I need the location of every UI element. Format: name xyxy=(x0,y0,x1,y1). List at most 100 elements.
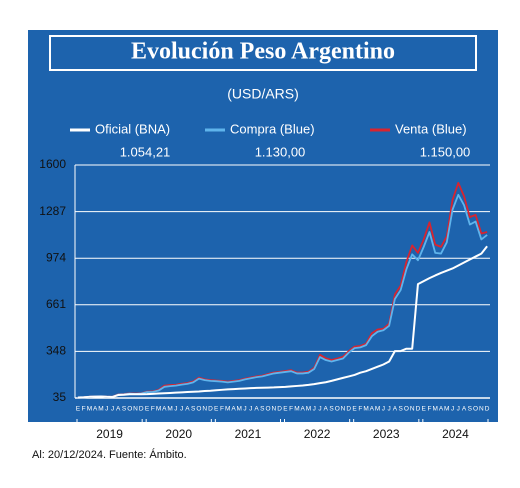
x-tick-label: M xyxy=(375,406,380,413)
latest-value: 1.054,21 xyxy=(120,144,171,159)
x-tick-label: F xyxy=(289,406,293,413)
x-tick-label: E xyxy=(145,406,150,413)
y-tick-label: 348 xyxy=(46,344,66,358)
x-tick-label: O xyxy=(266,406,271,413)
x-tick-label: F xyxy=(358,406,362,413)
x-tick-label: M xyxy=(98,406,103,413)
x-tick-label: E xyxy=(352,406,357,413)
x-tick-label: J xyxy=(243,406,246,413)
x-tick-label: M xyxy=(167,406,172,413)
x-tick-label: J xyxy=(382,406,385,413)
y-tick-label: 1600 xyxy=(39,157,66,171)
year-bracket xyxy=(353,419,420,425)
subtitle: (USD/ARS) xyxy=(227,86,299,102)
title-box xyxy=(49,35,477,71)
latest-value: 1.130,00 xyxy=(255,144,306,159)
y-tick-label: 661 xyxy=(46,297,66,311)
legend-label: Compra (Blue) xyxy=(230,121,315,136)
x-tick-label: A xyxy=(462,406,467,413)
legend-label: Venta (Blue) xyxy=(395,121,467,136)
series-line xyxy=(77,245,488,399)
year-bracket xyxy=(145,419,212,425)
year-label: 2020 xyxy=(165,427,192,441)
x-tick-label: A xyxy=(116,406,121,413)
x-tick-label: M xyxy=(444,406,449,413)
x-tick-label: M xyxy=(237,406,242,413)
year-label: 2024 xyxy=(442,427,469,441)
x-tick-label: J xyxy=(318,406,321,413)
y-tick-label: 1287 xyxy=(39,204,66,218)
x-tick-label: F xyxy=(151,406,155,413)
x-tick-label: E xyxy=(214,406,219,413)
x-tick-label: S xyxy=(260,406,265,413)
x-tick-label: J xyxy=(451,406,454,413)
x-tick-label: F xyxy=(220,406,224,413)
year-bracket xyxy=(76,419,143,425)
x-tick-label: N xyxy=(133,406,138,413)
x-tick-label: O xyxy=(127,406,132,413)
x-tick-label: J xyxy=(457,406,460,413)
x-tick-label: O xyxy=(335,406,340,413)
x-tick-label: S xyxy=(329,406,334,413)
year-bracket xyxy=(214,419,281,425)
x-tick-label: J xyxy=(388,406,391,413)
x-tick-label: S xyxy=(398,406,403,413)
x-tick-label: A xyxy=(185,406,190,413)
year-label: 2019 xyxy=(96,427,123,441)
y-tick-label: 974 xyxy=(46,250,66,264)
x-tick-label: M xyxy=(294,406,299,413)
x-tick-label: J xyxy=(174,406,177,413)
x-tick-label: A xyxy=(439,406,444,413)
x-tick-label: O xyxy=(404,406,409,413)
x-tick-label: J xyxy=(105,406,108,413)
x-tick-label: S xyxy=(122,406,127,413)
x-tick-label: E xyxy=(76,406,81,413)
x-tick-label: D xyxy=(139,406,144,413)
legend-label: Oficial (BNA) xyxy=(95,121,170,136)
x-tick-label: O xyxy=(196,406,201,413)
x-tick-label: M xyxy=(156,406,161,413)
x-tick-label: D xyxy=(277,406,282,413)
x-tick-label: A xyxy=(254,406,259,413)
x-tick-label: M xyxy=(433,406,438,413)
x-tick-label: N xyxy=(410,406,415,413)
x-tick-label: S xyxy=(191,406,196,413)
y-tick-label: 35 xyxy=(53,390,67,404)
x-tick-label: S xyxy=(468,406,473,413)
x-tick-label: A xyxy=(93,406,98,413)
x-tick-label: N xyxy=(341,406,346,413)
x-tick-label: D xyxy=(346,406,351,413)
x-tick-label: D xyxy=(208,406,213,413)
year-label: 2021 xyxy=(235,427,262,441)
x-tick-label: A xyxy=(393,406,398,413)
year-bracket xyxy=(284,419,351,425)
footer: Al: 20/12/2024. Fuente: Ámbito. xyxy=(32,448,187,461)
year-label: 2023 xyxy=(373,427,400,441)
x-tick-label: A xyxy=(301,406,306,413)
x-tick-label: J xyxy=(180,406,183,413)
chart-title: Evolución Peso Argentino xyxy=(131,39,395,65)
panel xyxy=(28,30,498,422)
x-tick-label: J xyxy=(249,406,252,413)
x-tick-label: N xyxy=(479,406,484,413)
series-line xyxy=(77,193,488,399)
year-bracket xyxy=(422,419,489,425)
x-tick-label: M xyxy=(363,406,368,413)
x-tick-label: O xyxy=(473,406,478,413)
x-tick-label: J xyxy=(313,406,316,413)
x-tick-label: A xyxy=(162,406,167,413)
x-tick-label: E xyxy=(283,406,288,413)
x-tick-label: J xyxy=(111,406,114,413)
x-tick-label: A xyxy=(370,406,375,413)
x-tick-label: E xyxy=(422,406,427,413)
x-tick-label: M xyxy=(225,406,230,413)
x-tick-label: N xyxy=(202,406,207,413)
latest-value: 1.150,00 xyxy=(420,144,471,159)
x-tick-label: A xyxy=(324,406,329,413)
x-tick-label: A xyxy=(231,406,236,413)
x-tick-label: M xyxy=(87,406,92,413)
year-label: 2022 xyxy=(304,427,331,441)
x-tick-label: F xyxy=(82,406,86,413)
x-tick-label: N xyxy=(272,406,277,413)
